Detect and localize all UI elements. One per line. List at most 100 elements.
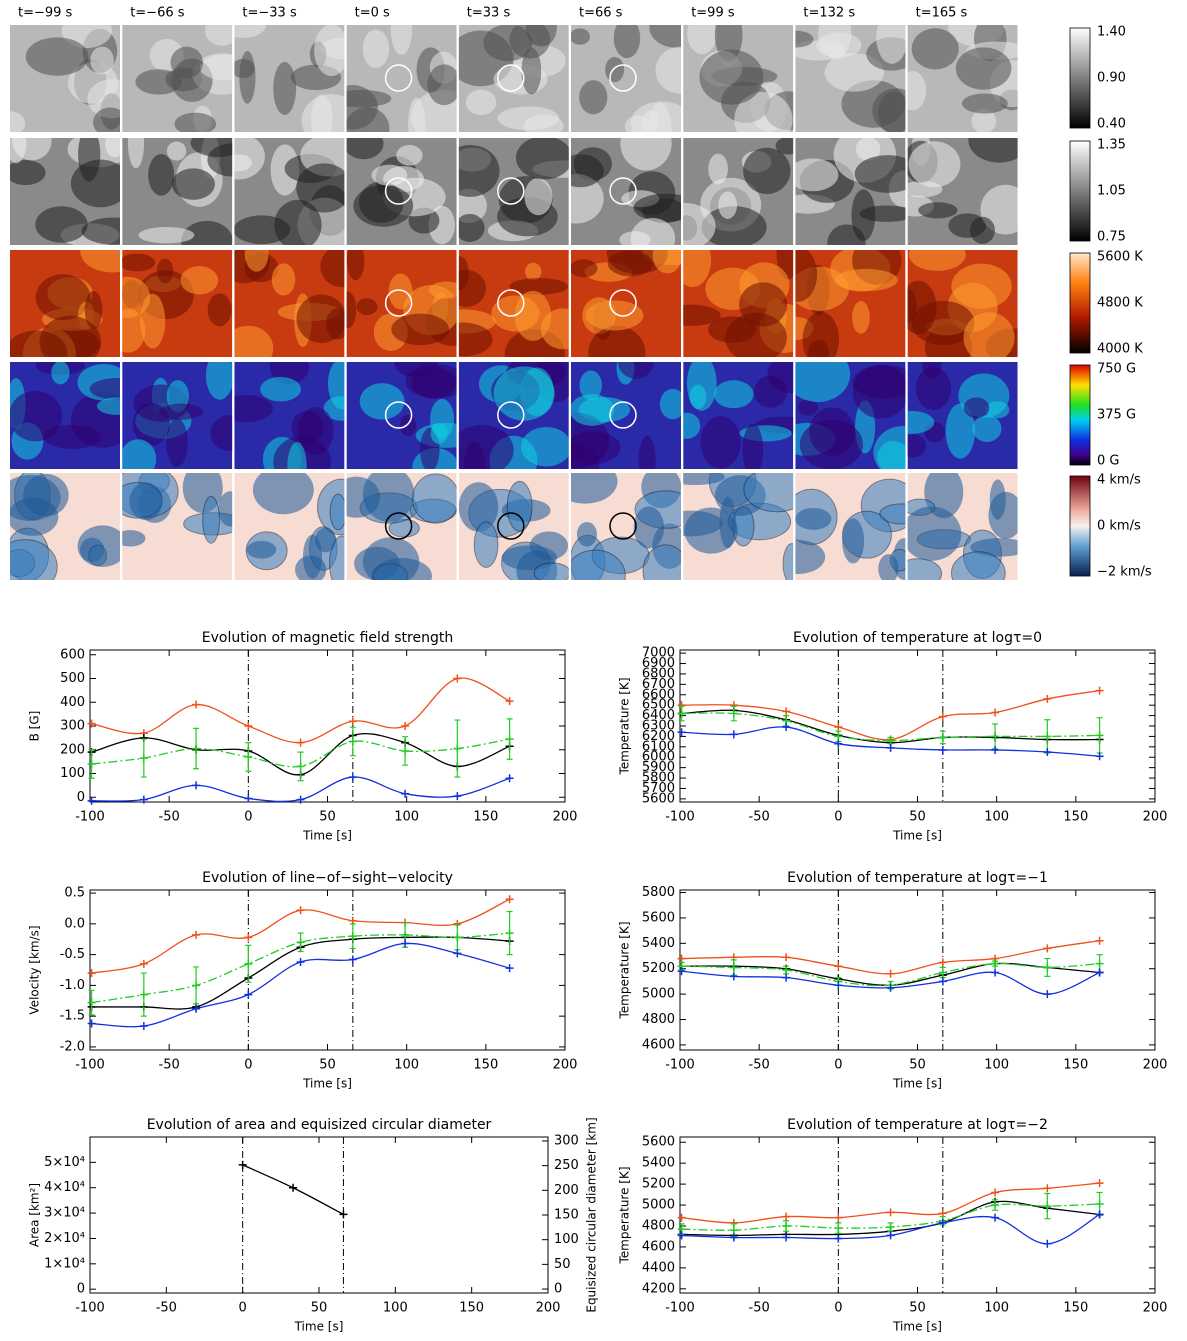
panel-blob <box>523 114 564 132</box>
panel-blob <box>181 220 233 245</box>
panel-blob <box>295 555 327 580</box>
panel-content <box>458 250 569 357</box>
panel-content <box>683 473 794 580</box>
y-tick-label: 5400 <box>642 936 675 951</box>
point-marker <box>1043 963 1052 972</box>
image-panel <box>122 250 233 357</box>
x-tick-label: -100 <box>665 1058 695 1073</box>
x-axis-label: Time [s] <box>892 829 942 843</box>
point-marker <box>1043 1202 1052 1211</box>
panel-blob <box>10 160 46 186</box>
image-panel <box>122 138 233 245</box>
point-marker <box>244 933 253 942</box>
series-line <box>91 677 510 744</box>
panel-blob <box>239 51 256 104</box>
x-tick-label: 150 <box>473 810 498 825</box>
time-label: t=132 s <box>803 6 855 21</box>
time-label: t=33 s <box>467 6 511 21</box>
panel-blob <box>274 199 322 245</box>
panel-blob <box>156 258 174 284</box>
panel-content <box>458 25 569 132</box>
point-marker <box>1095 968 1104 977</box>
panel-blob <box>427 64 457 106</box>
panel-blob <box>630 217 676 245</box>
x-tick-label: 200 <box>536 1301 561 1316</box>
plot-frame <box>679 889 1156 1051</box>
image-panel <box>795 362 906 469</box>
y-tick-label: 4400 <box>642 1260 675 1275</box>
y-tick-label: 4200 <box>642 1281 675 1296</box>
time-label: t=165 s <box>916 6 968 21</box>
panel-content <box>122 138 233 245</box>
point-marker <box>886 1208 895 1217</box>
panel-blob <box>989 479 1006 520</box>
point-marker <box>505 697 514 706</box>
x-tick-label: -100 <box>665 1301 695 1316</box>
panel-blob <box>139 293 166 349</box>
panel-blob <box>718 191 738 219</box>
panel-blob <box>648 102 672 132</box>
panel-blob <box>963 397 990 418</box>
panel-blob <box>907 558 943 580</box>
point-marker <box>401 939 410 948</box>
panel-blob <box>90 46 114 75</box>
point-marker <box>834 732 843 741</box>
panel-content <box>795 25 906 132</box>
point-marker <box>1095 752 1104 761</box>
image-panel <box>122 473 233 580</box>
image-panel <box>683 473 794 580</box>
panel-blob <box>122 530 146 547</box>
panel-blob <box>10 474 61 521</box>
panel-blob <box>166 141 187 161</box>
panel-content <box>122 362 233 469</box>
image-panel <box>683 250 794 357</box>
panel-content <box>122 25 233 132</box>
panel-blob <box>122 253 156 272</box>
panel-blob <box>234 325 274 357</box>
image-panel <box>795 138 906 245</box>
y-axis-label: Velocity [km/s] <box>28 925 42 1014</box>
panel-blob <box>699 49 764 105</box>
point-marker <box>401 930 410 939</box>
point-marker <box>886 983 895 992</box>
panel-blob <box>207 143 233 177</box>
panel-blob <box>405 364 457 399</box>
panel-blob <box>659 388 681 420</box>
colorbar-label: 0.90 <box>1097 71 1126 86</box>
x-tick-label: -100 <box>75 1058 105 1073</box>
point-marker <box>139 795 148 804</box>
image-panel <box>571 362 681 469</box>
point-marker <box>192 781 201 790</box>
point-marker <box>244 959 253 968</box>
x-tick-label: 150 <box>1063 810 1088 825</box>
panel-blob <box>955 47 1012 90</box>
panel-blob <box>795 362 851 403</box>
point-marker <box>505 735 514 744</box>
panel-blob <box>842 518 865 564</box>
y-tick-label: 6600 <box>642 687 675 702</box>
point-marker <box>1095 1210 1104 1219</box>
panel-blob <box>122 439 157 469</box>
panel-blob <box>346 250 365 281</box>
point-marker <box>296 762 305 771</box>
point-marker <box>348 737 357 746</box>
panel-blob <box>969 216 995 244</box>
point-marker <box>991 745 1000 754</box>
chart-title: Evolution of temperature at logτ=−1 <box>787 870 1048 886</box>
panel-blob <box>171 168 215 200</box>
panel-blob <box>158 403 204 420</box>
x-tick-label: 50 <box>909 810 926 825</box>
panel-blob <box>816 32 862 58</box>
image-panel <box>346 362 457 469</box>
x-axis-label: Time [s] <box>302 1077 352 1091</box>
image-grid: t=−99 s t=−66 s t=−33 s t=0 s t=33 s t=66 s t=… <box>10 6 1152 580</box>
panel-blob <box>296 294 345 343</box>
panel-blob <box>202 495 220 544</box>
chart: Evolution of magnetic field strength Time… <box>28 630 578 843</box>
panel-blob <box>234 154 252 172</box>
point-marker <box>834 739 843 748</box>
panel-blob <box>273 62 297 115</box>
chart: Evolution of area and equisized circular… <box>28 1117 599 1334</box>
panel-blob <box>35 206 88 243</box>
panel-blob <box>287 442 307 469</box>
